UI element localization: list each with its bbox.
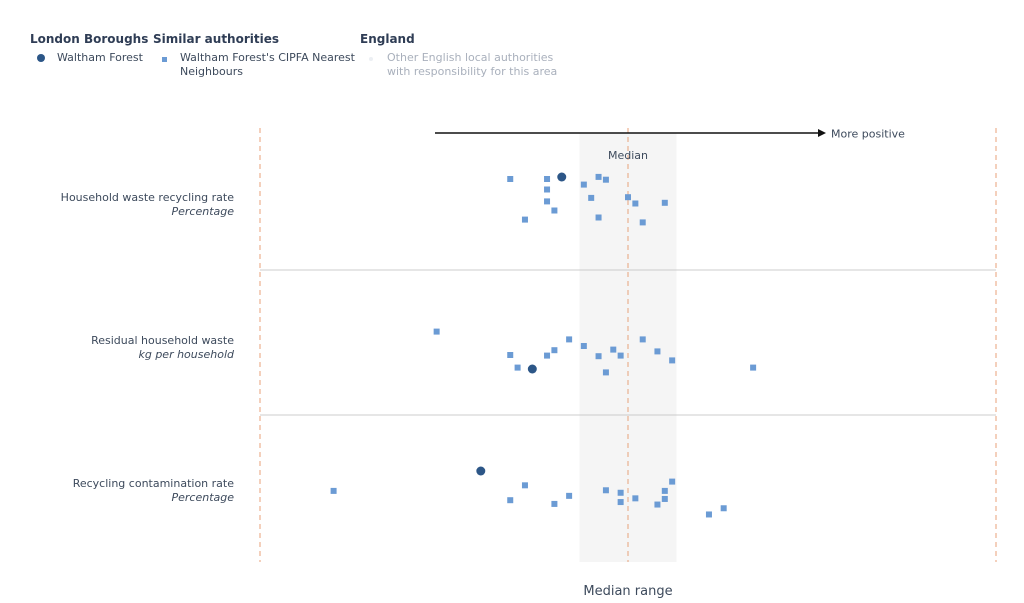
neighbour-point	[661, 495, 668, 502]
legend-item-line: with responsibility for this area	[387, 65, 558, 78]
row-unit-label: kg per household	[138, 348, 235, 361]
neighbour-point	[669, 357, 676, 364]
neighbour-point	[551, 347, 558, 354]
circle-icon	[37, 54, 45, 62]
neighbour-point	[661, 487, 668, 494]
neighbour-point	[521, 216, 528, 223]
neighbour-point	[602, 176, 609, 183]
neighbour-point	[566, 336, 573, 343]
neighbour-point	[588, 194, 595, 201]
neighbour-point	[544, 352, 551, 359]
legend: London Boroughs Waltham Forest Similar a…	[30, 32, 630, 82]
neighbour-point	[595, 353, 602, 360]
waltham-forest-point	[476, 466, 486, 476]
legend-item-label: Other English local authorities with res…	[387, 51, 557, 79]
neighbour-point	[602, 369, 609, 376]
legend-item-line: Neighbours	[180, 65, 243, 78]
neighbour-point	[433, 328, 440, 335]
neighbour-point	[595, 214, 602, 221]
neighbour-point	[602, 487, 609, 494]
neighbour-point	[521, 482, 528, 489]
neighbour-point	[617, 352, 624, 359]
neighbour-point	[617, 489, 624, 496]
neighbour-point	[610, 346, 617, 353]
arrow-head-icon	[818, 129, 826, 137]
neighbour-point	[544, 176, 551, 182]
x-axis-label: Median range	[583, 584, 672, 599]
neighbour-point	[514, 364, 521, 371]
direction-arrow	[435, 129, 826, 137]
neighbour-point	[632, 495, 639, 502]
legend-group-london: London Boroughs Waltham Forest	[30, 32, 149, 64]
circle-icon	[369, 57, 373, 61]
neighbour-point	[544, 186, 551, 193]
neighbour-point	[632, 200, 639, 207]
legend-item-label: Waltham Forest	[57, 51, 143, 64]
square-icon	[162, 57, 167, 62]
waltham-forest-point	[527, 364, 537, 374]
neighbour-point	[595, 173, 602, 180]
neighbour-point	[654, 501, 661, 508]
neighbour-point	[507, 497, 514, 504]
row-unit-label: Percentage	[171, 491, 234, 504]
neighbour-point	[507, 352, 514, 358]
row-unit-label: Percentage	[171, 205, 234, 218]
legend-title-england: England	[360, 32, 415, 46]
row-label: Residual household waste	[91, 334, 234, 347]
neighbour-point	[639, 219, 646, 226]
legend-item-line: Other English local authorities	[387, 51, 554, 64]
legend-group-england: England Other English local authorities …	[360, 32, 557, 78]
neighbour-point	[580, 181, 587, 188]
waltham-forest-point	[557, 172, 567, 182]
median-label: Median	[608, 149, 648, 162]
legend-title-london: London Boroughs	[30, 32, 149, 46]
neighbour-point	[330, 487, 337, 494]
legend-title-similar: Similar authorities	[153, 32, 280, 46]
legend-item-label: Waltham Forest's CIPFA Nearest Neighbour…	[180, 51, 355, 79]
neighbour-point	[661, 199, 668, 206]
neighbour-point	[720, 505, 727, 512]
neighbour-point	[705, 511, 712, 518]
neighbour-point	[639, 336, 646, 343]
legend-group-similar: Similar authorities Waltham Forest's CIP…	[153, 32, 355, 78]
neighbour-point	[544, 198, 551, 205]
neighbour-point	[551, 207, 558, 214]
neighbour-point	[669, 478, 676, 485]
direction-label: More positive	[831, 128, 905, 141]
neighbour-point	[625, 194, 631, 201]
neighbour-point	[580, 343, 587, 349]
legend-item-line: Waltham Forest's CIPFA Nearest	[180, 51, 355, 64]
row-label: Recycling contamination rate	[73, 477, 235, 490]
neighbour-point	[507, 176, 514, 182]
neighbour-point	[566, 492, 573, 499]
neighbour-point	[654, 348, 661, 355]
neighbour-point	[750, 364, 757, 371]
row-label: Household waste recycling rate	[61, 191, 235, 204]
neighbour-point	[617, 499, 624, 506]
neighbour-point	[551, 500, 558, 507]
